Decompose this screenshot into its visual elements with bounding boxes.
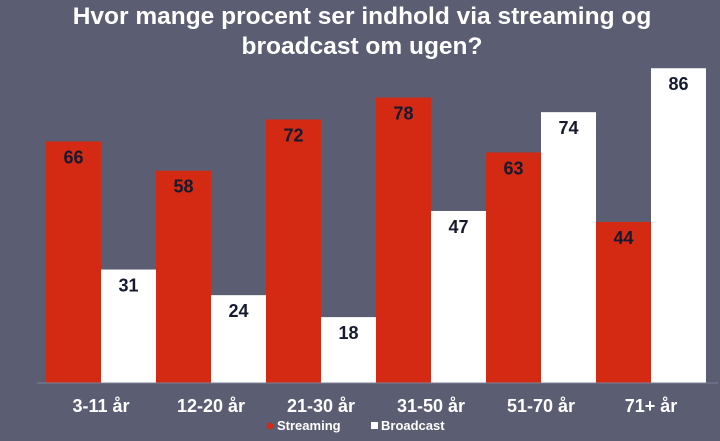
data-label-streaming-71-plus-r: 44 — [613, 228, 633, 248]
bar-broadcast-71-plus-r — [651, 68, 706, 384]
data-label-broadcast-51-70-r: 74 — [558, 118, 578, 138]
data-label-streaming-12-20-r: 58 — [173, 177, 193, 197]
data-label-broadcast-12-20-r: 24 — [228, 301, 248, 321]
bar-streaming-21-30-r — [266, 119, 321, 383]
legend-marker-streaming — [266, 422, 274, 430]
x-tick-label-71-plus-r: 71+ år — [625, 396, 678, 416]
bar-streaming-51-70-r — [486, 152, 541, 383]
x-tick-label-12-20-r: 12-20 år — [177, 396, 245, 416]
x-tick-label-31-50-r: 31-50 år — [397, 396, 465, 416]
bar-broadcast-3-11-r — [101, 269, 156, 383]
legend-label-broadcast: Broadcast — [381, 418, 445, 433]
bar-streaming-12-20-r — [156, 170, 211, 383]
legend: Streaming Broadcast — [266, 418, 445, 433]
chart-title-line-2: broadcast om ugen? — [242, 33, 483, 60]
bar-broadcast-12-20-r — [211, 295, 266, 383]
x-tick-label-51-70-r: 51-70 år — [507, 396, 575, 416]
data-label-streaming-31-50-r: 78 — [393, 104, 413, 124]
x-tick-label-21-30-r: 21-30 år — [287, 396, 355, 416]
bar-broadcast-21-30-r — [321, 317, 376, 383]
bar-streaming-31-50-r — [376, 97, 431, 384]
data-label-streaming-3-11-r: 66 — [63, 147, 83, 167]
bar-streaming-3-11-r — [46, 141, 101, 383]
data-label-broadcast-31-50-r: 47 — [448, 217, 468, 237]
data-label-broadcast-21-30-r: 18 — [338, 323, 358, 343]
chart-title-line-1: Hvor mange procent ser indhold via strea… — [73, 3, 652, 30]
bar-broadcast-31-50-r — [431, 210, 486, 383]
data-label-streaming-21-30-r: 72 — [283, 125, 303, 145]
legend-marker-broadcast — [371, 422, 378, 429]
bars-group: 66 31 58 24 72 18 78 47 63 74 44 86 — [46, 68, 706, 384]
legend-label-streaming: Streaming — [277, 418, 341, 433]
data-label-streaming-51-70-r: 63 — [503, 158, 523, 178]
data-label-broadcast-71-plus-r: 86 — [668, 74, 688, 94]
data-label-broadcast-3-11-r: 31 — [118, 276, 138, 296]
bar-broadcast-51-70-r — [541, 112, 596, 383]
bar-streaming-71-plus-r — [596, 221, 651, 383]
x-tick-labels: 3-11 år 12-20 år 21-30 år 31-50 år 51-70 år 7… — [72, 396, 677, 416]
x-tick-label-3-11-r: 3-11 år — [72, 396, 129, 416]
